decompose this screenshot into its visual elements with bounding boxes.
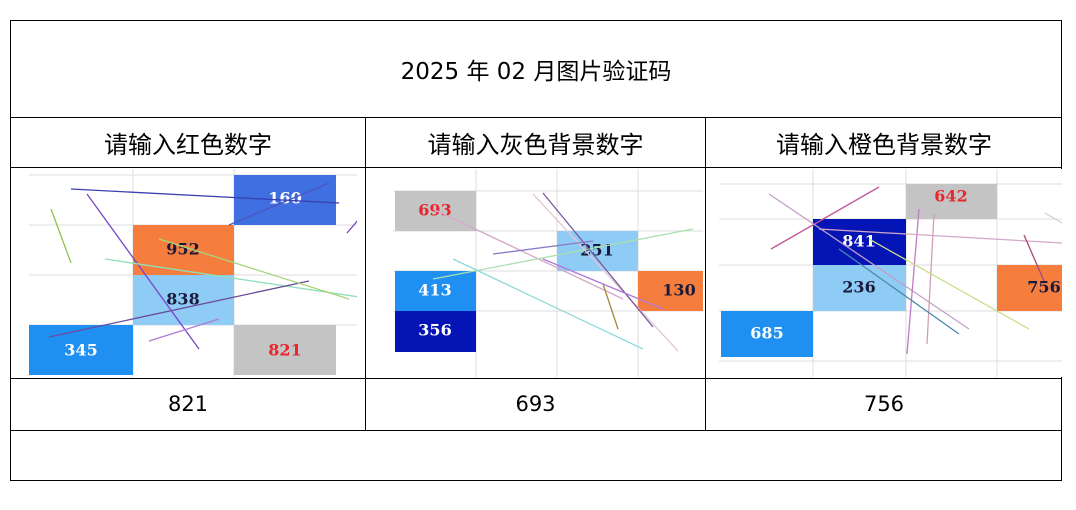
- divider: [11, 117, 1061, 118]
- captcha-number: 413: [418, 281, 451, 300]
- divider: [11, 430, 1061, 431]
- answer-1: 821: [167, 392, 209, 416]
- divider: [705, 117, 706, 430]
- captcha-cell-fill: [395, 191, 476, 231]
- divider: [365, 117, 366, 430]
- captcha-number: 838: [166, 290, 199, 309]
- captcha-number: 160: [268, 189, 301, 208]
- answer-2: 693: [515, 392, 556, 416]
- captcha-cell-fill: [395, 311, 476, 352]
- column-header-gray: 请输入灰色背景数字: [427, 131, 644, 159]
- column-header-red: 请输入红色数字: [104, 131, 272, 159]
- captcha-image-3: 642 841 236 756 685: [719, 169, 1062, 377]
- column-header-orange: 请输入橙色背景数字: [776, 131, 992, 159]
- captcha-cell-fill: [395, 271, 476, 311]
- captcha-cell-fill: [234, 325, 336, 375]
- captcha-cell-fill: [638, 271, 703, 311]
- captcha-cell-fill: [813, 219, 906, 265]
- table-title: 2025 年 02 月图片验证码: [400, 59, 672, 85]
- captcha-image-2: 693 251 413 130 356: [393, 169, 703, 377]
- captcha-cell-fill: [906, 184, 997, 219]
- captcha-number: 345: [64, 341, 97, 360]
- captcha-cell-fill: [997, 265, 1062, 311]
- captcha-cell-fill: [721, 311, 813, 357]
- captcha-number: 642: [934, 187, 967, 206]
- captcha-table: 2025 年 02 月图片验证码 请输入红色数字 请输入灰色背景数字 请输入橙色…: [10, 20, 1062, 481]
- captcha-cell-fill: [133, 225, 234, 275]
- divider: [11, 378, 1061, 379]
- answer-3: 756: [863, 392, 905, 416]
- captcha-number: 685: [750, 324, 783, 343]
- captcha-number: 821: [268, 341, 301, 360]
- captcha-cell-fill: [813, 265, 906, 311]
- captcha-number: 356: [418, 321, 451, 340]
- captcha-cell-fill: [133, 275, 234, 325]
- captcha-image-1: 160 952 838 345 821: [29, 169, 357, 377]
- captcha-number: 756: [1027, 278, 1060, 297]
- captcha-cell-fill: [29, 325, 133, 375]
- captcha-number: 236: [842, 278, 875, 297]
- captcha-number: 841: [842, 232, 875, 251]
- captcha-number: 130: [662, 281, 695, 300]
- divider: [11, 167, 1061, 168]
